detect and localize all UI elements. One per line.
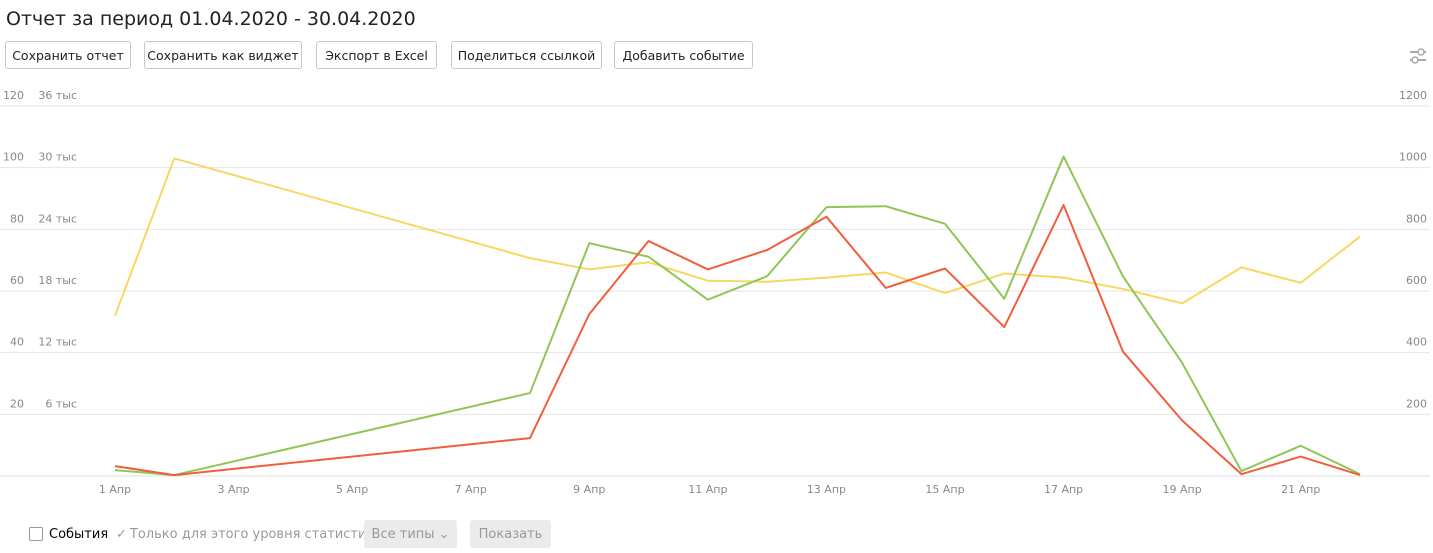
y-tick-label: 600 [1406,274,1427,287]
x-tick-label: 11 Апр [688,483,727,496]
types-dropdown: Все типы ⌄ [364,520,457,548]
series-line [114,155,1361,477]
x-tick-label: 21 Апр [1281,483,1320,496]
button[interactable]: Сохранить отчет [5,41,131,69]
y-tick-label: 18 тыс [38,274,77,287]
label: Все типы [371,526,435,542]
y-tick-label: 20 [10,397,24,410]
series-line [114,203,1361,477]
page-title: Отчет за период 01.04.2020 - 30.04.2020 [6,8,416,30]
button[interactable]: Сохранить как виджет [144,41,302,69]
x-tick-label: 1 Апр [99,483,131,496]
button[interactable]: Добавить событие [614,41,753,69]
y-tick-label: 1200 [1399,90,1427,102]
y-tick-label: 12 тыс [38,336,77,349]
y-tick-label: 60 [10,274,24,287]
x-tick-label: 15 Апр [925,483,964,496]
show-button: Показать [470,520,551,548]
y-tick-label: 800 [1406,212,1427,225]
x-tick-label: 3 Апр [217,483,249,496]
y-tick-label: 400 [1406,336,1427,349]
button[interactable]: Поделиться ссылкой [451,41,602,69]
y-tick-label: 30 тыс [38,151,77,164]
x-tick-label: 19 Апр [1163,483,1202,496]
label: Только для этого уровня статистики [129,526,383,542]
x-tick-label: 17 Апр [1044,483,1083,496]
y-tick-label: 100 [3,151,24,164]
x-tick-label: 5 Апр [336,483,368,496]
level-checkbox: ✓ Только для этого уровня статистики [116,520,383,548]
settings-icon[interactable] [1408,47,1428,65]
y-tick-label: 1000 [1399,151,1427,164]
events-checkbox[interactable]: События [29,520,108,548]
x-tick-label: 13 Апр [807,483,846,496]
chart: 20 40 60 80 100 120 6 тыс 12 тыс 18 тыс 24 тыс 30 … [0,90,1430,496]
chevron: ⌄ [438,526,450,542]
checkmark: ✓ [116,526,127,542]
y-tick-label: 36 тыс [38,90,77,102]
y-tick-label: 40 [10,336,24,349]
label: События [49,526,109,542]
y-tick-label: 200 [1406,397,1427,410]
y-tick-label: 80 [10,212,24,225]
y-tick-label: 6 тыс [45,397,77,410]
x-tick-label: 9 Апр [573,483,605,496]
series-line [114,157,1361,317]
y-tick-label: 120 [3,90,24,102]
button[interactable]: Экспорт в Excel [316,41,437,69]
x-tick-label: 7 Апр [455,483,487,496]
checkbox[interactable] [29,527,43,541]
y-tick-label: 24 тыс [38,212,77,225]
